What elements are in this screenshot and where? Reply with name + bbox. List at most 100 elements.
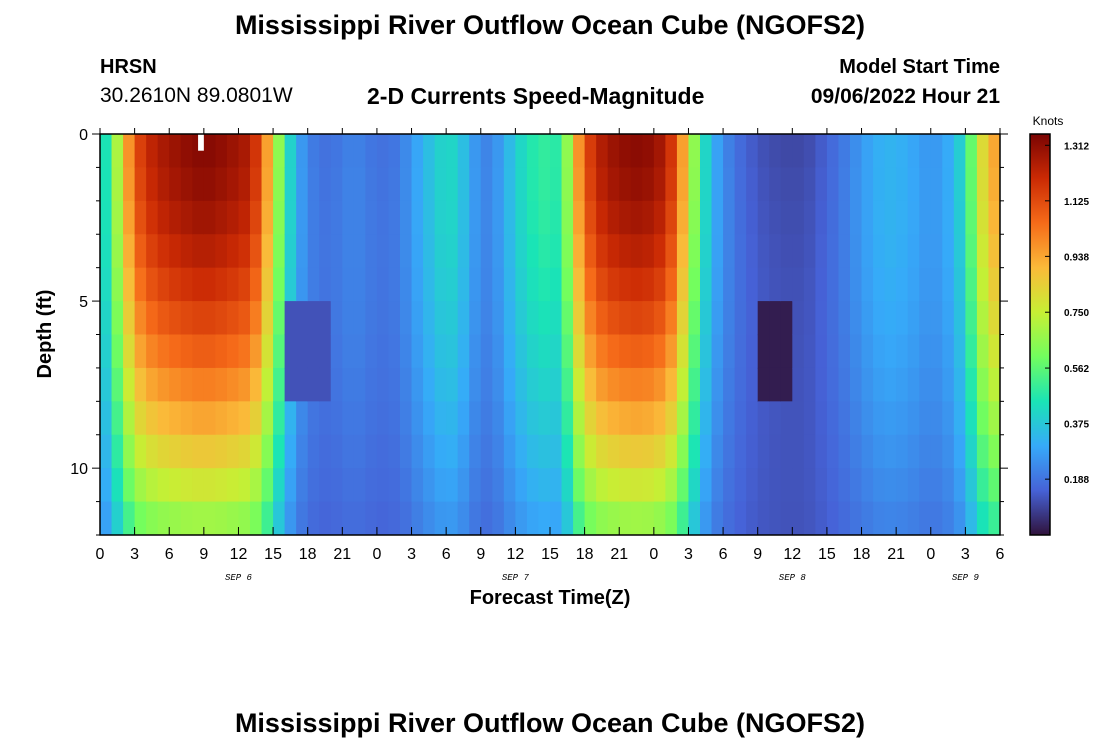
heatmap-cell [919,334,932,369]
heatmap-cell [123,267,136,302]
heatmap-cell [584,267,597,302]
heatmap-cell [342,301,355,336]
heatmap-cell [457,367,470,402]
heatmap-cell [157,501,170,535]
heatmap-cell [423,200,436,235]
heatmap-cell [919,200,932,235]
heatmap-cell [250,401,263,436]
heatmap-cell [157,301,170,336]
heatmap-cell [607,134,620,169]
heatmap-cell [723,301,736,336]
heatmap-cell [203,334,216,369]
heatmap-cell [861,501,874,535]
heatmap-cell [134,234,147,269]
heatmap-cell [123,367,136,402]
heatmap-cell [180,301,193,336]
heatmap-cell [584,501,597,535]
heatmap-cell [215,234,228,269]
heatmap-cell [803,468,816,503]
heatmap-cell [965,401,978,436]
heatmap-cell [215,200,228,235]
heatmap-cell [826,267,840,302]
heatmap-cell [273,167,286,202]
heatmap-cell [146,468,159,503]
heatmap-cell [826,134,840,169]
heatmap-cell [100,434,113,469]
x-tick-label: 12 [230,546,248,563]
heatmap-cell [642,167,655,202]
heatmap-cell [746,468,759,503]
heatmap-cell [284,234,297,269]
colorbar-tick-label: 0.562 [1064,364,1089,375]
heatmap-cell [307,234,320,269]
x-tick-label: 21 [333,546,351,563]
heatmap-cell [838,501,851,535]
heatmap-cell [319,267,332,302]
heatmap-cell [861,267,874,302]
heatmap-cell [376,200,390,235]
heatmap-cell [526,434,540,469]
heatmap-cell [584,434,597,469]
heatmap-cell [907,367,920,402]
heatmap-cell [896,434,909,469]
heatmap-cell [803,301,816,336]
heatmap-cell [226,301,240,336]
heatmap-cell [284,334,297,369]
heatmap-cell [642,434,655,469]
heatmap-cell [746,434,759,469]
heatmap-cell [538,401,551,436]
heatmap-cell [457,334,470,369]
model-start-value: 09/06/2022 Hour 21 [810,85,1000,108]
heatmap-cell [584,401,597,436]
heatmap-cell [273,267,286,302]
heatmap-cell [238,434,251,469]
heatmap-cell [965,501,978,535]
heatmap-cell [850,167,863,202]
heatmap-cell [803,501,816,535]
heatmap-cell [146,334,159,369]
heatmap-cell [411,501,424,535]
heatmap-cell [676,401,690,436]
heatmap-cell [134,434,147,469]
heatmap-cell [550,367,563,402]
heatmap-cell [423,367,436,402]
heatmap-cell [284,267,297,302]
heatmap-cell [769,334,782,369]
heatmap-cell [123,200,136,235]
heatmap-cell [919,167,932,202]
heatmap-cell [838,401,851,436]
heatmap-cell [319,167,332,202]
day-label: SEP 6 [225,573,253,583]
heatmap-cell [423,468,436,503]
heatmap-cell [965,468,978,503]
heatmap-cell [746,501,759,535]
heatmap-cell [307,434,320,469]
heatmap-cell [353,501,366,535]
heatmap-cell [550,167,563,202]
heatmap-cell [861,301,874,336]
heatmap-cell [884,367,897,402]
heatmap-cell [561,200,574,235]
heatmap-cell [273,234,286,269]
heatmap-cell [873,434,886,469]
heatmap-cell [700,434,713,469]
heatmap-cell [573,367,586,402]
heatmap-cell [423,434,436,469]
heatmap-cell [192,200,205,235]
heatmap-cell [515,334,528,369]
x-tick-label: 21 [610,546,628,563]
heatmap-cell [261,401,274,436]
heatmap-cell [342,501,355,535]
heatmap-cell [907,401,920,436]
heatmap-cell [342,234,355,269]
heatmap-cell [273,468,286,503]
y-axis: 0 5 10 [70,127,1008,536]
heatmap-cell [203,301,216,336]
heatmap-cell [873,301,886,336]
heatmap-cell [584,468,597,503]
heatmap-cell [896,334,909,369]
heatmap-cell [250,234,263,269]
heatmap-cell [607,334,620,369]
heatmap-cell [146,501,159,535]
heatmap-cell [284,501,297,535]
